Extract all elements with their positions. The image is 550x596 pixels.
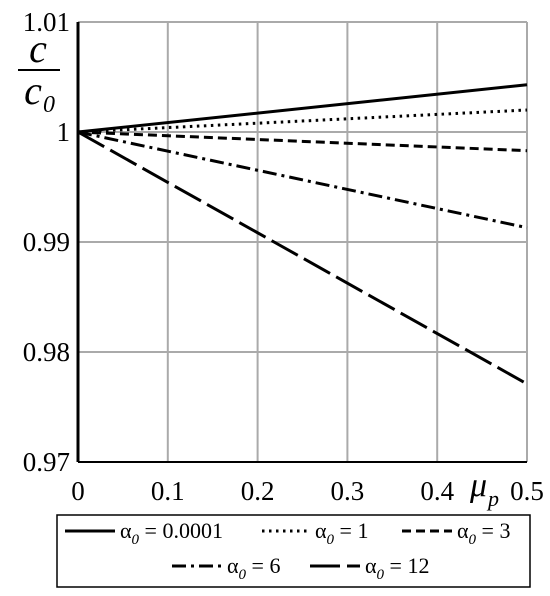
tick-labels: 0 0.1 0.2 0.3 0.4 0.5 0.97 0.98 0.99 1 1.01 <box>23 7 544 506</box>
legend-label: α0 = 3 <box>457 518 510 548</box>
series-line-5 <box>77 130 528 386</box>
legend-item-2: α0 = 1 <box>262 518 368 548</box>
x-tick-label: 0.4 <box>420 476 454 506</box>
legend-label: α0 = 6 <box>227 553 280 583</box>
x-tick-label: 0.1 <box>151 476 185 506</box>
legend-item-4: α0 = 6 <box>172 553 280 583</box>
legend-border <box>56 514 531 588</box>
y-axis-label-denominator: c <box>24 68 42 113</box>
legend: α0 = 0.0001 α0 = 1 α0 = 3 α0 = 6 α0 = 12 <box>56 514 531 588</box>
x-axis-label-main: μ <box>469 467 487 504</box>
legend-item-1: α0 = 0.0001 <box>65 518 223 548</box>
y-tick-label: 1.01 <box>23 7 70 37</box>
legend-label: α0 = 12 <box>365 553 429 583</box>
grid <box>78 21 528 463</box>
x-axis-label: μ p <box>466 466 504 511</box>
y-tick-label: 0.98 <box>23 337 70 367</box>
series-lines <box>77 83 528 386</box>
x-tick-label: 0.3 <box>331 476 365 506</box>
x-tick-label: 0 <box>71 476 85 506</box>
legend-item-5: α0 = 12 <box>310 553 429 583</box>
axes <box>76 22 527 463</box>
legend-item-3: α0 = 3 <box>402 518 510 548</box>
x-tick-label: 0.5 <box>510 476 544 506</box>
y-tick-label: 0.99 <box>23 227 70 257</box>
x-tick-label: 0.2 <box>241 476 275 506</box>
series-line-3 <box>77 130 528 153</box>
legend-label: α0 = 1 <box>315 518 368 548</box>
series-line-4 <box>77 130 528 230</box>
x-axis-label-subscript: p <box>486 486 499 511</box>
x-axis-label-background <box>466 466 504 508</box>
legend-label: α0 = 0.0001 <box>120 518 223 548</box>
y-axis-label-denominator-subscript: 0 <box>43 92 55 118</box>
series-line-1 <box>77 83 528 134</box>
y-axis-label-numerator: c <box>29 26 47 71</box>
y-tick-label: 1 <box>57 117 71 147</box>
y-tick-label: 0.97 <box>23 447 70 477</box>
y-axis-label: c c 0 <box>18 26 60 118</box>
series-line-2 <box>77 108 528 134</box>
